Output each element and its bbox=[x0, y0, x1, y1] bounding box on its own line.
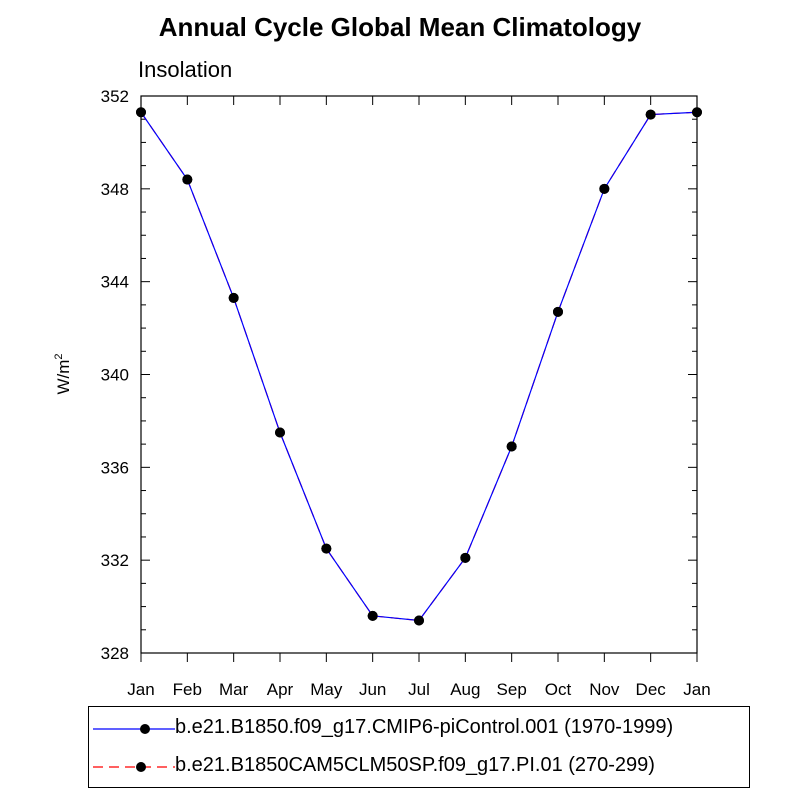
y-tick-label: 344 bbox=[101, 273, 129, 292]
y-axis-label: W/m2 bbox=[53, 353, 73, 394]
series-line-1 bbox=[140, 111, 698, 622]
x-tick-label: Feb bbox=[173, 680, 202, 699]
chart-title: Annual Cycle Global Mean Climatology bbox=[158, 12, 642, 42]
series-2-point bbox=[136, 107, 146, 118]
series-2-point bbox=[182, 174, 193, 185]
legend-marker-2 bbox=[136, 762, 146, 772]
series-2-point bbox=[460, 552, 471, 563]
legend-entry-1: b.e21.B1850.f09_g17.CMIP6-piControl.001 … bbox=[89, 711, 749, 747]
x-tick-label: Dec bbox=[636, 680, 667, 699]
series-line-2 bbox=[140, 111, 698, 622]
series-2-point bbox=[228, 292, 239, 303]
x-tick-label: Jun bbox=[359, 680, 386, 699]
y-axis-label-base: W/m bbox=[54, 360, 73, 395]
series-2-point bbox=[275, 427, 285, 438]
x-tick-label: Mar bbox=[219, 680, 249, 699]
legend-swatch-2 bbox=[93, 762, 175, 772]
series-2-point bbox=[367, 610, 378, 621]
legend-label-1: b.e21.B1850.f09_g17.CMIP6-piControl.001 … bbox=[175, 716, 674, 738]
y-tick-label: 340 bbox=[101, 366, 129, 385]
series-2-point bbox=[321, 543, 332, 554]
x-tick-label: Sep bbox=[497, 680, 527, 699]
series-2-point bbox=[414, 615, 424, 626]
x-tick-label: Jan bbox=[683, 680, 710, 699]
chart-plot: 328 332 336 340 344 348 352 Jan Feb Mar Apr May Jun J… bbox=[53, 87, 711, 699]
legend-swatch-1 bbox=[93, 724, 175, 734]
x-tick-label: Jul bbox=[408, 680, 430, 699]
series-2-point bbox=[599, 183, 610, 194]
y-tick-label: 352 bbox=[101, 87, 129, 106]
x-tick-label: Aug bbox=[450, 680, 480, 699]
legend-label-2: b.e21.B1850CAM5CLM50SP.f09_g17.PI.01 (27… bbox=[175, 754, 655, 776]
x-tick-label: Oct bbox=[545, 680, 572, 699]
series-2-point bbox=[692, 107, 702, 118]
x-tick-label: Jan bbox=[127, 680, 154, 699]
legend-entry-2: b.e21.B1850CAM5CLM50SP.f09_g17.PI.01 (27… bbox=[89, 749, 749, 785]
y-tick-label: 336 bbox=[101, 458, 129, 477]
chart-subtitle: Insolation bbox=[138, 57, 233, 82]
chart-legend: b.e21.B1850.f09_g17.CMIP6-piControl.001 … bbox=[88, 706, 750, 788]
x-tick-label: Nov bbox=[589, 680, 620, 699]
y-tick-label: 328 bbox=[101, 644, 129, 663]
x-tick-label: Apr bbox=[267, 680, 294, 699]
series-2-point bbox=[506, 441, 517, 452]
legend-marker-1 bbox=[140, 724, 150, 734]
series-2-point bbox=[553, 306, 563, 317]
x-tick-label: May bbox=[310, 680, 343, 699]
y-axis-label-superscript: 2 bbox=[53, 353, 65, 359]
y-tick-label: 348 bbox=[101, 180, 129, 199]
series-2-point bbox=[645, 109, 656, 120]
y-tick-label: 332 bbox=[101, 551, 129, 570]
plot-frame bbox=[140, 95, 698, 654]
